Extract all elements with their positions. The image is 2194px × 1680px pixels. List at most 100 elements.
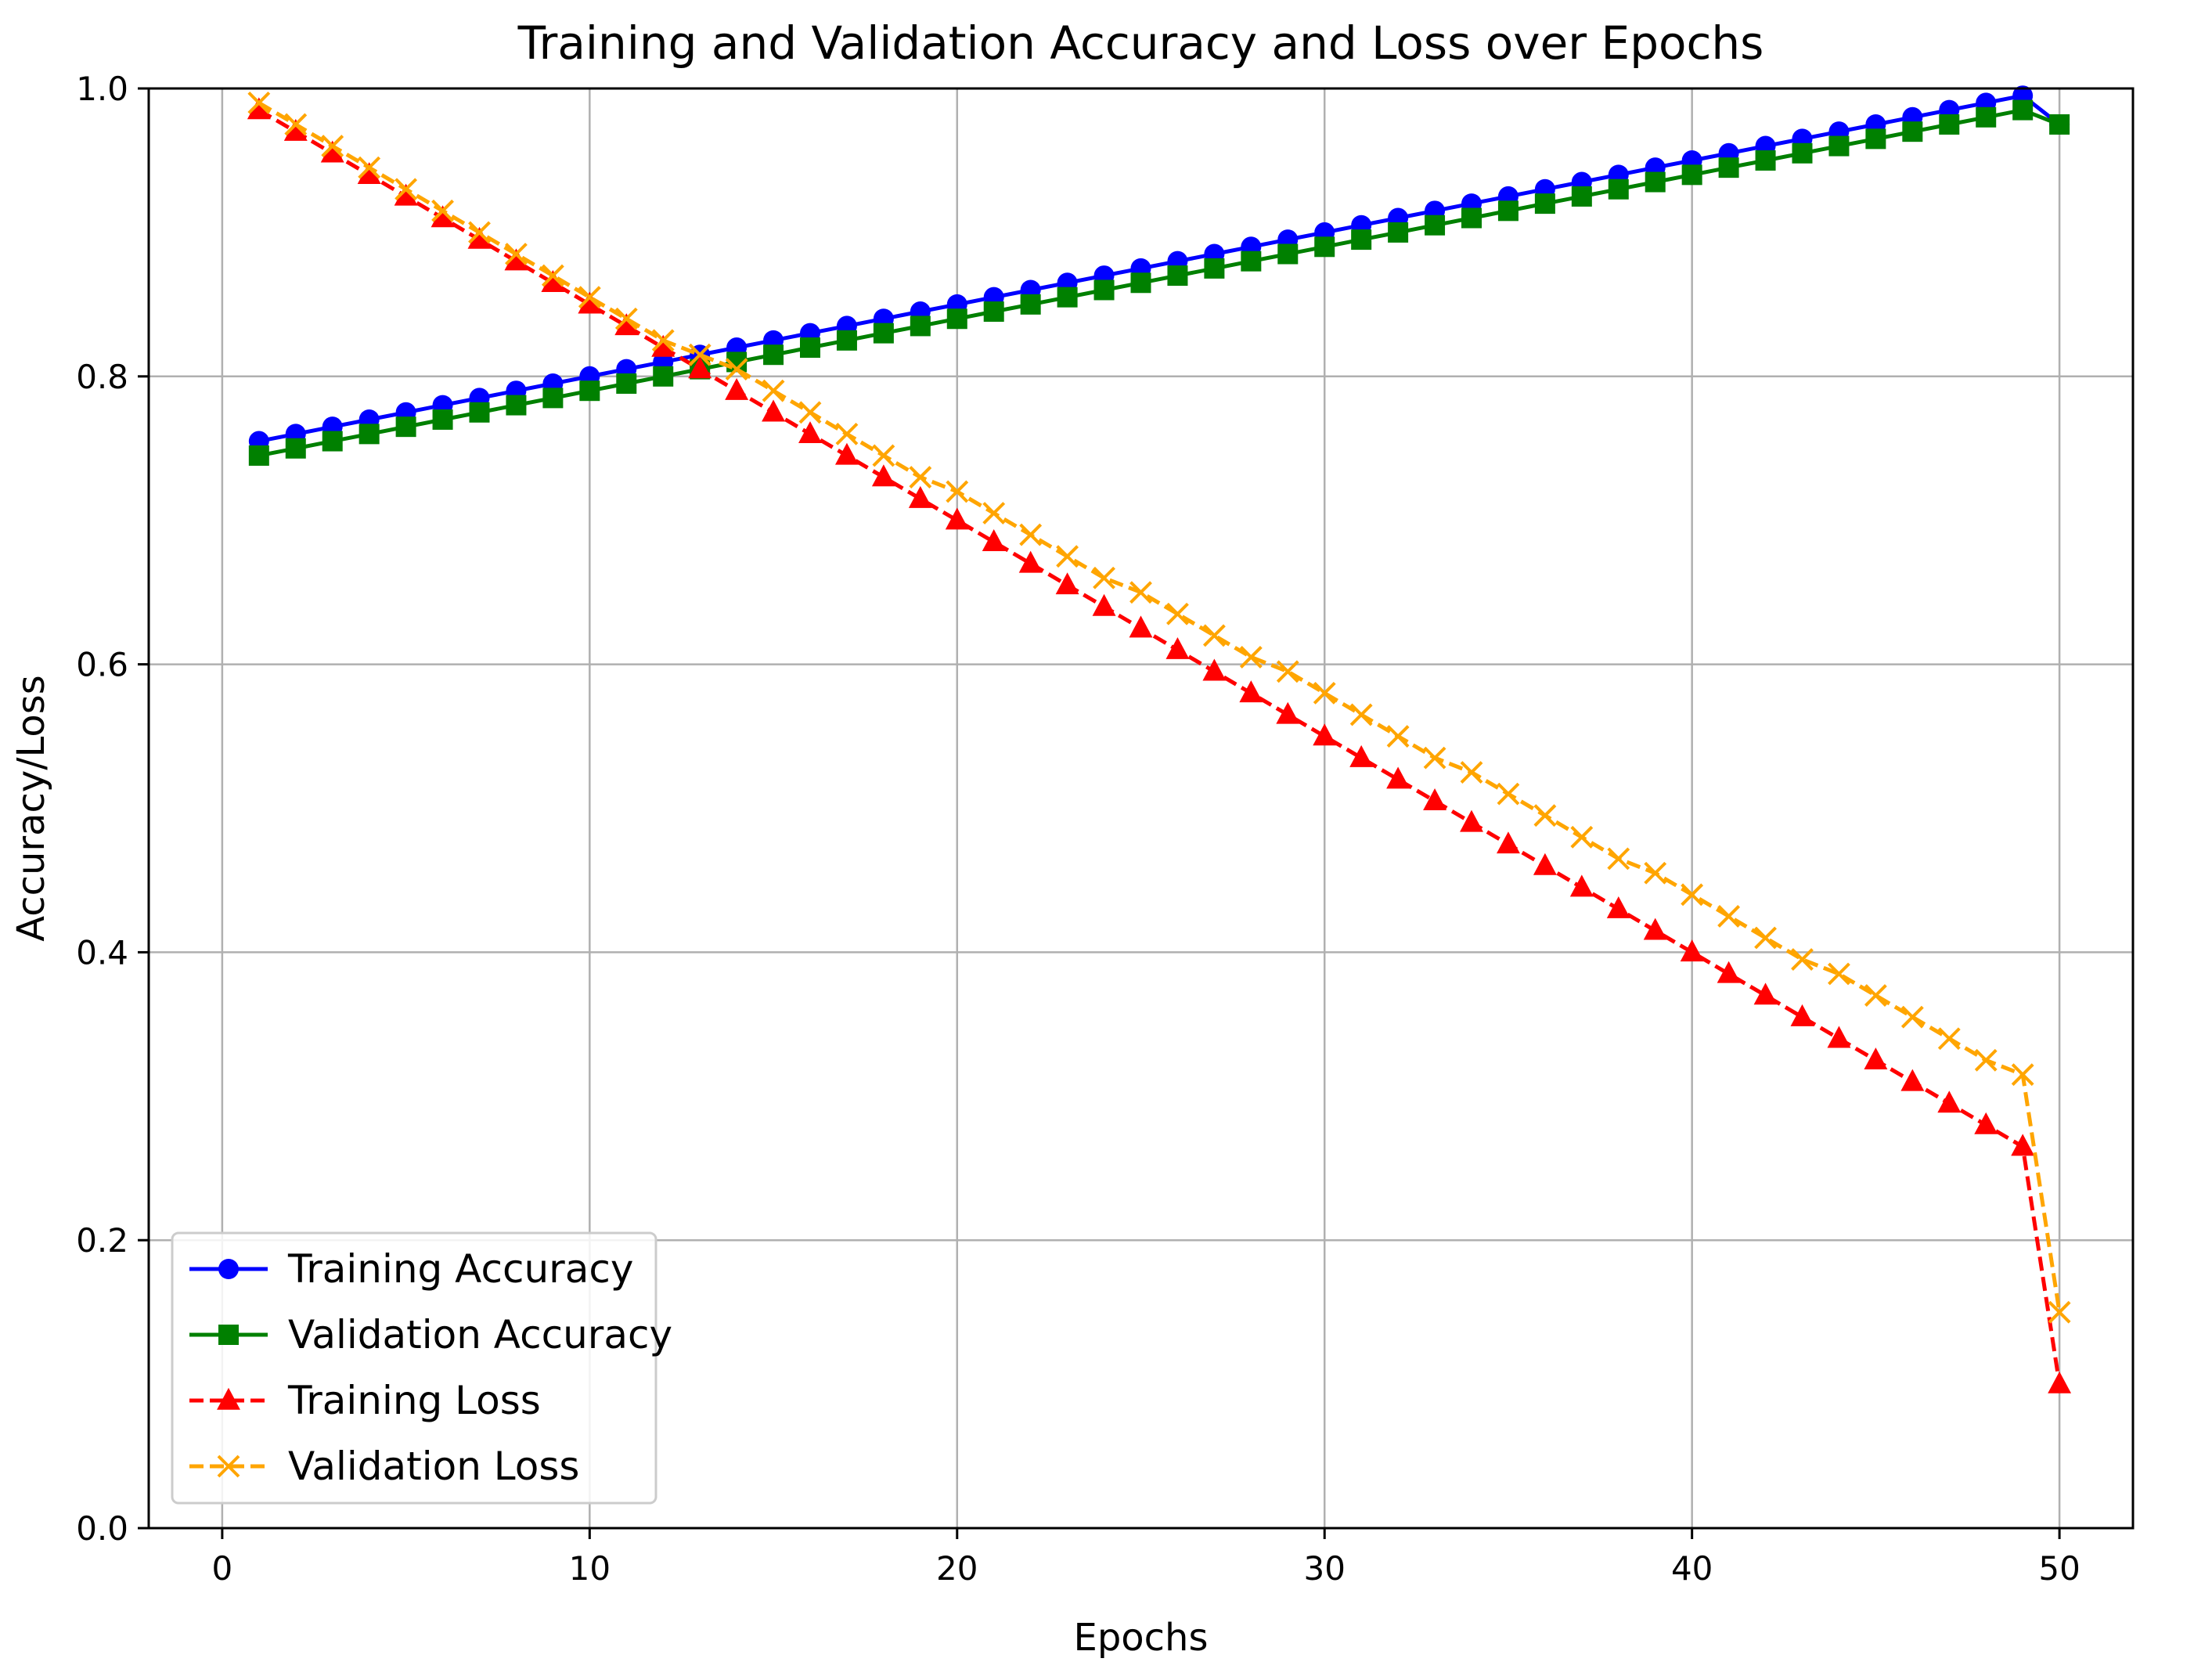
data-point-validation-loss-stroke-b xyxy=(688,343,712,366)
data-point-validation-loss xyxy=(541,264,564,287)
data-point-validation-loss xyxy=(2011,1063,2034,1087)
data-point-validation-loss-stroke-b xyxy=(1239,645,1263,669)
chart-title: Training and Validation Accuracy and Los… xyxy=(517,16,1764,70)
data-point-training-loss xyxy=(504,248,528,271)
y-tick-label: 1.0 xyxy=(76,70,128,108)
data-point-validation-loss-stroke-b xyxy=(394,178,418,201)
data-point-validation-loss xyxy=(1276,660,1299,683)
data-point-validation-loss-stroke-b xyxy=(1607,847,1630,871)
data-point-validation-accuracy xyxy=(432,409,453,430)
data-point-validation-loss-stroke-b xyxy=(1423,746,1446,770)
data-point-validation-accuracy xyxy=(1130,272,1151,294)
data-point-training-loss xyxy=(283,118,308,141)
data-point-validation-loss xyxy=(946,480,969,503)
data-point-validation-loss xyxy=(1093,566,1115,589)
data-point-training-loss xyxy=(1313,723,1337,746)
data-point-validation-accuracy xyxy=(1828,135,1850,157)
y-tick-label: 0.2 xyxy=(76,1221,128,1260)
data-point-validation-loss xyxy=(1497,782,1520,806)
data-point-validation-accuracy xyxy=(1093,279,1115,301)
data-point-validation-loss xyxy=(468,221,491,244)
data-point-validation-loss-stroke-b xyxy=(578,286,601,309)
data-point-training-loss xyxy=(1974,1112,1998,1134)
data-point-training-loss xyxy=(1018,550,1043,573)
data-point-validation-loss xyxy=(431,199,454,222)
y-axis-label: Accuracy/Loss xyxy=(9,675,53,942)
data-point-validation-accuracy xyxy=(1167,265,1188,287)
data-point-training-loss xyxy=(1900,1069,1925,1091)
data-point-validation-accuracy xyxy=(836,330,857,351)
data-point-validation-loss-stroke-b xyxy=(505,243,528,265)
x-tick-label: 0 xyxy=(212,1549,233,1588)
data-point-training-loss xyxy=(247,97,271,120)
legend-item-training-loss: Training Loss xyxy=(189,1378,541,1423)
data-point-training-loss xyxy=(357,162,381,185)
x-tick-label: 20 xyxy=(936,1549,978,1588)
data-point-training-loss xyxy=(945,507,969,530)
legend-label-validation-loss: Validation Loss xyxy=(288,1444,579,1489)
data-point-validation-loss-stroke-b xyxy=(1754,926,1777,950)
data-point-training-loss xyxy=(688,356,712,379)
data-point-validation-loss xyxy=(1386,725,1410,748)
data-point-validation-loss-stroke-b xyxy=(468,221,491,244)
data-point-validation-loss xyxy=(1019,523,1043,546)
data-point-validation-accuracy xyxy=(1976,106,1997,128)
data-point-validation-accuracy xyxy=(579,380,600,402)
axis-ticks: 0 10 20 30 40 50 0.0 0.2 0.4 0.6 0.8 1.0 xyxy=(76,70,2081,1588)
data-point-training-loss xyxy=(1533,853,1557,875)
data-point-training-loss xyxy=(541,270,565,292)
data-point-validation-loss xyxy=(1681,883,1704,907)
data-point-validation-loss xyxy=(1056,545,1079,568)
data-point-training-loss xyxy=(1496,831,1520,854)
data-point-validation-loss xyxy=(725,358,748,381)
data-point-validation-loss xyxy=(505,243,528,265)
data-point-validation-loss xyxy=(2048,1300,2071,1324)
data-point-validation-loss-stroke-b xyxy=(541,264,564,287)
data-point-training-loss xyxy=(1643,918,1667,940)
data-point-validation-loss xyxy=(1202,624,1226,647)
data-point-validation-loss-stroke-b xyxy=(946,480,969,503)
data-point-validation-accuracy xyxy=(1020,294,1041,315)
data-point-training-loss xyxy=(871,464,895,487)
data-point-validation-loss xyxy=(394,178,418,201)
data-point-validation-loss-stroke-b xyxy=(1497,782,1520,806)
data-point-training-loss xyxy=(1055,572,1079,595)
data-point-validation-loss xyxy=(688,343,712,366)
series-layer xyxy=(247,85,2072,1393)
x-tick-label: 50 xyxy=(2038,1549,2080,1588)
data-point-validation-loss xyxy=(1349,703,1373,726)
data-point-validation-loss-stroke-b xyxy=(1056,545,1079,568)
series-training-loss xyxy=(247,97,2072,1393)
data-point-validation-loss-stroke-b xyxy=(1093,566,1115,589)
data-point-validation-accuracy xyxy=(322,431,343,452)
data-point-validation-accuracy xyxy=(616,373,637,394)
data-point-training-loss xyxy=(1092,593,1116,616)
data-point-training-loss xyxy=(1165,636,1190,659)
data-point-validation-loss xyxy=(1166,602,1189,625)
data-point-validation-loss xyxy=(798,401,822,424)
data-point-validation-accuracy xyxy=(1314,236,1335,258)
legend-label-training-accuracy: Training Accuracy xyxy=(287,1246,633,1292)
data-point-validation-loss xyxy=(982,502,1006,525)
data-point-validation-loss-stroke-b xyxy=(1386,725,1410,748)
data-point-validation-accuracy xyxy=(395,416,416,438)
data-point-validation-accuracy xyxy=(469,402,490,423)
data-point-validation-loss xyxy=(614,307,638,330)
legend-marker-validation-loss xyxy=(217,1455,240,1478)
data-point-training-loss xyxy=(320,140,344,163)
data-point-validation-accuracy xyxy=(873,323,894,344)
data-point-validation-loss xyxy=(1129,581,1152,604)
legend-marker-validation-loss-stroke-b xyxy=(217,1455,240,1478)
data-point-validation-accuracy xyxy=(983,301,1004,323)
data-point-validation-loss xyxy=(1313,681,1336,705)
data-point-validation-loss-stroke-b xyxy=(1900,1005,1924,1029)
data-point-validation-loss xyxy=(1570,825,1594,849)
y-tick-label: 0.6 xyxy=(76,646,128,684)
data-point-validation-loss-stroke-b xyxy=(1644,861,1667,885)
data-point-validation-loss xyxy=(1239,645,1263,669)
data-point-validation-loss-stroke-b xyxy=(872,444,895,467)
data-point-validation-loss-stroke-b xyxy=(1864,984,1887,1007)
legend-label-validation-accuracy: Validation Accuracy xyxy=(288,1312,672,1357)
data-point-validation-loss xyxy=(1607,847,1630,871)
data-point-validation-loss xyxy=(1460,761,1483,784)
